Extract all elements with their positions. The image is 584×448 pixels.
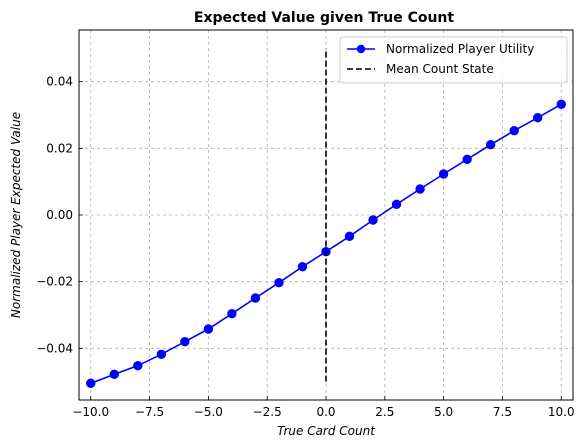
data-point (250, 293, 261, 303)
legend-box (339, 36, 568, 84)
y-tick-label: −0.04 (36, 341, 73, 355)
data-point (462, 154, 472, 165)
x-tick-label: −7.5 (135, 405, 164, 419)
data-point (533, 112, 543, 123)
x-tick-label: 0.0 (316, 405, 335, 419)
data-point (156, 349, 167, 360)
data-point (86, 378, 96, 389)
data-point (509, 125, 519, 136)
x-tick-label: 10.0 (548, 405, 575, 419)
axis-ticks: −10.0 −7.5 −5.0 −2.5 0.0 2.5 5.0 7.5 10.0 −0.04 −0… (36, 75, 574, 419)
legend: Normalized Player Utility Mean Count Stat… (339, 36, 568, 84)
x-tick-label: 5.0 (434, 405, 453, 419)
x-axis-label: True Card Count (277, 424, 376, 438)
data-point (485, 139, 496, 150)
data-point (438, 169, 449, 179)
data-point (203, 324, 214, 334)
legend-entry-label: Normalized Player Utility (386, 42, 534, 56)
data-point (368, 215, 378, 225)
y-tick-label: 0.04 (46, 75, 73, 89)
x-tick-label: 7.5 (493, 405, 512, 419)
data-point (415, 184, 425, 194)
data-point (180, 336, 190, 347)
data-point (109, 369, 119, 380)
data-point (227, 308, 237, 319)
y-tick-label: −0.02 (36, 275, 73, 289)
x-tick-label: −2.5 (253, 405, 282, 419)
legend-swatch-marker (356, 44, 366, 54)
x-tick-label: −10.0 (72, 405, 109, 419)
data-point (297, 261, 308, 272)
data-point (344, 231, 355, 242)
data-point (556, 99, 566, 110)
y-axis-label: Normalized Player Expected Value (9, 112, 23, 318)
data-point (274, 277, 284, 288)
x-tick-label: 2.5 (375, 405, 394, 419)
y-tick-label: 0.02 (46, 141, 73, 155)
y-tick-label: 0.00 (46, 208, 73, 222)
data-point (391, 199, 402, 210)
plot-series (86, 48, 566, 389)
x-tick-label: −5.0 (194, 405, 223, 419)
chart-title: Expected Value given True Count (194, 10, 455, 26)
data-point (133, 360, 143, 371)
legend-entry-label: Mean Count State (386, 62, 494, 76)
